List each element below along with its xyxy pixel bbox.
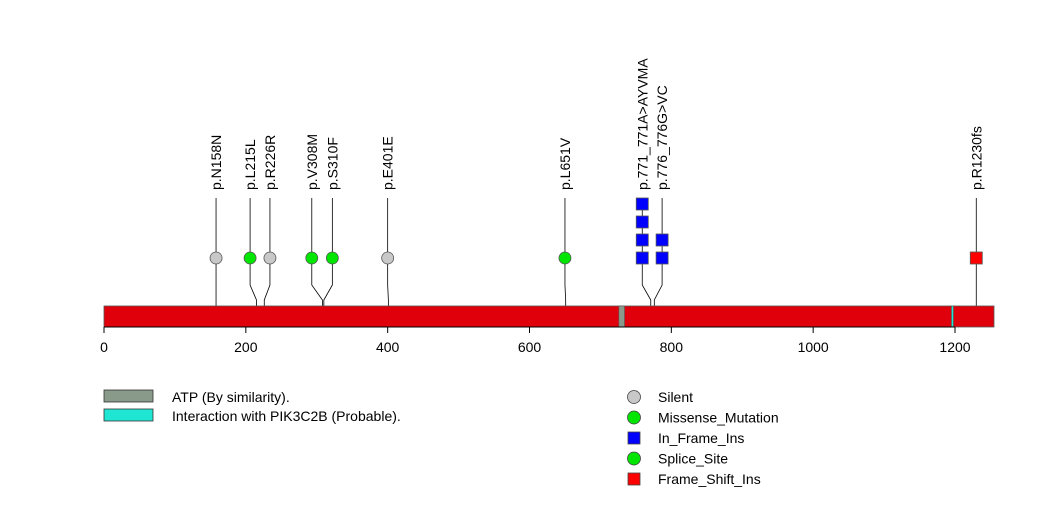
mutation-legend-label: Missense_Mutation xyxy=(658,410,779,426)
protein-backbone xyxy=(103,305,995,328)
mutation-marker xyxy=(655,251,669,265)
domain-interaction xyxy=(951,305,954,328)
mutation-marker xyxy=(635,251,649,265)
mutation-marker xyxy=(381,251,395,265)
x-tick-label: 1200 xyxy=(939,339,970,355)
x-tick-label: 800 xyxy=(660,339,684,355)
domain-legend-swatch xyxy=(103,389,154,403)
x-tick-label: 0 xyxy=(100,339,108,355)
connector-line xyxy=(323,198,333,306)
domain-legend-label: Interaction with PIK3C2B (Probable). xyxy=(172,408,401,424)
mutation-marker xyxy=(305,251,319,265)
domain-legend-label: ATP (By similarity). xyxy=(172,389,290,405)
connector-line xyxy=(311,198,323,306)
mutation-legend-marker xyxy=(627,390,641,404)
mutation-marker xyxy=(325,251,339,265)
mutation-label: p.N158N xyxy=(208,135,224,190)
mutation-legend-marker xyxy=(627,410,641,425)
domain-legend-swatch xyxy=(103,408,154,422)
mutation-label: p.R226R xyxy=(262,135,278,190)
mutation-label: p.V308M xyxy=(304,134,320,190)
mutation-label: p.S310F xyxy=(324,137,340,190)
mutation-label: p.L215L xyxy=(242,139,258,190)
mutation-marker xyxy=(243,251,257,265)
connector-lines xyxy=(215,198,977,306)
mutation-label: p.R1230fs xyxy=(968,126,984,190)
mutation-labels: p.N158N p.L215L p.R226R p.V308M p.S310F p.E40… xyxy=(208,58,984,190)
x-tick-label: 400 xyxy=(376,339,400,355)
mutation-marker xyxy=(558,251,572,265)
mutation-label: p.776_776G>VC xyxy=(654,85,670,190)
mutation-label: p.E401E xyxy=(380,136,396,190)
mutation-marker xyxy=(655,233,669,247)
mutation-marker xyxy=(635,197,649,211)
x-tick-label: 200 xyxy=(234,339,258,355)
connector-line xyxy=(387,198,389,306)
mutation-label: p.L651V xyxy=(557,137,573,190)
mutation-legend-marker xyxy=(627,472,641,486)
mutation-legend-label: Silent xyxy=(658,389,693,405)
mutation-legend-label: Splice_Site xyxy=(658,451,728,467)
mutation-legend-label: In_Frame_Ins xyxy=(658,430,744,446)
protein-backbone-group xyxy=(103,305,995,328)
mutation-marker xyxy=(635,233,649,247)
mutation-marker xyxy=(969,251,983,265)
domain-legend: ATP (By similarity). Interaction with PIK… xyxy=(103,389,401,424)
x-tick-label: 1000 xyxy=(798,339,829,355)
mutation-legend-label: Frame_Shift_Ins xyxy=(658,471,761,487)
mutation-legend-marker xyxy=(627,451,641,466)
mutation-label: p.771_771A>AYVMA xyxy=(634,58,650,190)
mutation-marker xyxy=(635,215,649,229)
mutation-legend-marker xyxy=(627,431,641,445)
x-axis: 0 200 400 600 800 1000 1200 xyxy=(100,326,971,355)
mutation-legend: Silent Missense_Mutation In_Frame_Ins Splic… xyxy=(627,389,779,487)
connector-line xyxy=(564,198,567,306)
mutation-marker xyxy=(209,251,223,265)
domain-atp xyxy=(618,305,625,328)
mutation-marker xyxy=(263,251,277,265)
connector-line xyxy=(249,198,257,306)
connector-line xyxy=(263,198,271,306)
mutation-markers xyxy=(209,197,983,265)
x-tick-label: 600 xyxy=(518,339,542,355)
